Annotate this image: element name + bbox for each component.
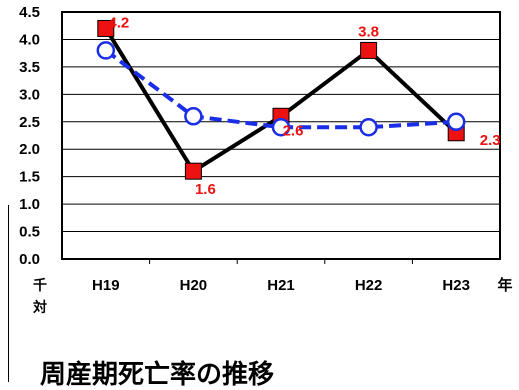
series-2-point bbox=[359, 118, 378, 137]
y-tick-label: 0.0 bbox=[19, 251, 40, 268]
series-2-point bbox=[184, 107, 203, 126]
frame-line bbox=[8, 205, 9, 382]
y-tick-label: 1.5 bbox=[19, 169, 40, 186]
series-2-point bbox=[446, 112, 466, 132]
series-1-point bbox=[97, 19, 115, 37]
x-tick-label: H20 bbox=[180, 277, 208, 294]
data-label: 4.2 bbox=[108, 14, 129, 31]
x-axis-ticks: H19 H20 H21 H22 H23 bbox=[92, 277, 470, 294]
x-tick-label: H22 bbox=[355, 277, 383, 294]
series-1-point bbox=[184, 162, 202, 180]
data-label: 2.3 bbox=[480, 132, 501, 149]
y-tick-label: 2.0 bbox=[19, 141, 40, 158]
unit-label-top: 千 bbox=[33, 277, 47, 294]
y-axis-ticks: 0.0 0.5 1.0 1.5 2.0 2.5 3.0 3.5 4.0 4.5 bbox=[19, 4, 40, 268]
chart-caption: 周産期死亡率の推移 bbox=[40, 360, 275, 390]
unit-label-bottom: 対 bbox=[32, 299, 47, 316]
series-1-point bbox=[360, 41, 378, 59]
data-label: 3.8 bbox=[358, 23, 379, 40]
x-tick-label: H19 bbox=[92, 277, 120, 294]
series-line-2 bbox=[104, 48, 457, 130]
chart-stage: 0.0 0.5 1.0 1.5 2.0 2.5 3.0 3.5 4.0 4.5 H19 H20 H21… bbox=[8, 4, 513, 390]
line-chart: 0.0 0.5 1.0 1.5 2.0 2.5 3.0 3.5 4.0 4.5 H19 H20 H21… bbox=[19, 4, 512, 316]
y-tick-label: 3.0 bbox=[19, 86, 40, 103]
data-label: 1.6 bbox=[195, 181, 216, 198]
x-tick-label: H21 bbox=[267, 277, 295, 294]
y-tick-label: 3.5 bbox=[19, 59, 40, 76]
series-2-point bbox=[271, 118, 291, 137]
y-tick-label: 0.5 bbox=[19, 224, 40, 241]
y-tick-label: 4.0 bbox=[19, 31, 40, 48]
series-group bbox=[96, 19, 466, 180]
data-label: 2.6 bbox=[283, 122, 304, 139]
y-tick-label: 4.5 bbox=[19, 4, 40, 21]
x-tick-label: H23 bbox=[442, 277, 470, 294]
data-labels: 4.2 1.6 2.6 3.8 2.3 bbox=[108, 14, 500, 198]
series-2-point bbox=[96, 41, 116, 60]
y-tick-label: 2.5 bbox=[19, 114, 40, 131]
x-unit-label: 年 bbox=[497, 276, 512, 294]
y-tick-label: 1.0 bbox=[19, 196, 40, 213]
grid-lines bbox=[61, 11, 501, 264]
